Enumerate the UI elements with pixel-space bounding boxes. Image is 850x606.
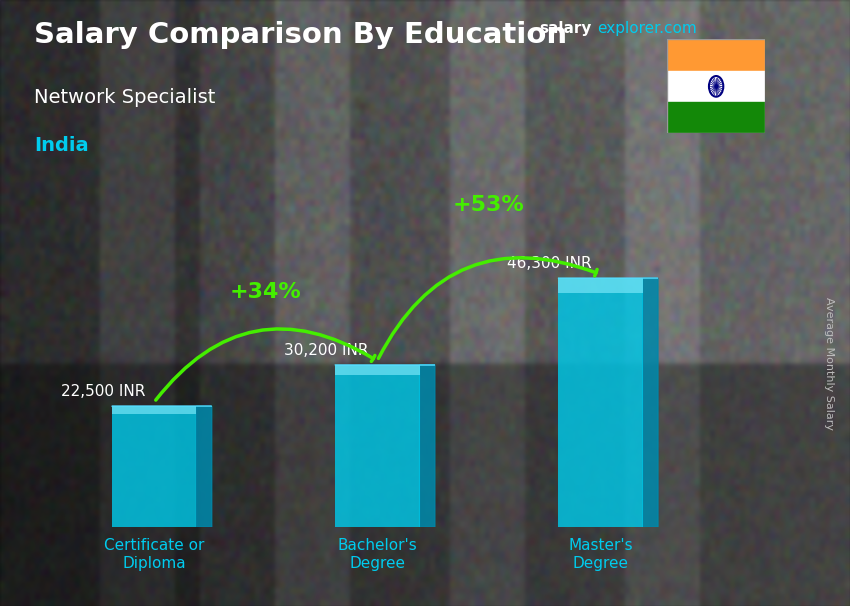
Polygon shape [643,278,658,527]
Text: Average Monthly Salary: Average Monthly Salary [824,297,834,430]
Bar [111,406,196,413]
Bar [667,71,765,102]
Text: explorer.com: explorer.com [598,21,697,36]
Bar [558,278,643,527]
Bar [111,406,196,527]
Text: Salary Comparison By Education: Salary Comparison By Education [34,21,567,49]
Text: salary: salary [540,21,592,36]
Text: 22,500 INR: 22,500 INR [61,384,145,399]
Bar [335,365,420,527]
Text: +53%: +53% [453,195,524,215]
Text: 30,200 INR: 30,200 INR [284,342,369,358]
Text: India: India [34,136,88,155]
Bar [558,278,643,293]
Bar [667,39,765,71]
Text: Network Specialist: Network Specialist [34,88,215,107]
Bar [335,365,420,375]
Bar [667,102,765,133]
Polygon shape [196,406,212,527]
Polygon shape [420,365,435,527]
Text: +34%: +34% [230,282,302,302]
Text: 46,300 INR: 46,300 INR [507,256,592,271]
